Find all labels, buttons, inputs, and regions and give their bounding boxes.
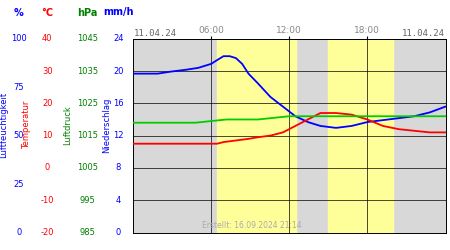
Text: Erstellt: 16.09.2024 21:14: Erstellt: 16.09.2024 21:14	[202, 221, 302, 230]
Text: 995: 995	[80, 196, 95, 205]
Text: 25: 25	[14, 180, 24, 188]
Text: 50: 50	[14, 131, 24, 140]
Text: mm/h: mm/h	[103, 8, 134, 18]
Text: Temperatur: Temperatur	[22, 101, 31, 149]
Text: 985: 985	[80, 228, 96, 237]
Text: 1035: 1035	[77, 66, 98, 76]
Text: 8: 8	[116, 164, 121, 172]
Text: 1015: 1015	[77, 131, 98, 140]
Text: Luftdruck: Luftdruck	[63, 105, 72, 145]
Text: %: %	[14, 8, 24, 18]
Text: °C: °C	[41, 8, 53, 18]
Text: 100: 100	[11, 34, 27, 43]
Text: 1045: 1045	[77, 34, 98, 43]
Text: 20: 20	[42, 99, 53, 108]
Text: -20: -20	[40, 228, 54, 237]
Text: 40: 40	[42, 34, 53, 43]
Text: 11.04.24: 11.04.24	[134, 28, 177, 38]
Text: 11.04.24: 11.04.24	[401, 28, 445, 38]
Text: 1025: 1025	[77, 99, 98, 108]
Text: 0: 0	[116, 228, 121, 237]
Text: 1005: 1005	[77, 164, 98, 172]
Bar	[328, 39, 393, 232]
Text: 20: 20	[113, 66, 124, 76]
Text: 12: 12	[113, 131, 124, 140]
Text: 16: 16	[113, 99, 124, 108]
Text: Luftfeuchtigkeit: Luftfeuchtigkeit	[0, 92, 8, 158]
Text: 0: 0	[16, 228, 22, 237]
Text: 30: 30	[42, 66, 53, 76]
Text: Niederschlag: Niederschlag	[103, 97, 112, 153]
Text: hPa: hPa	[77, 8, 98, 18]
Text: -10: -10	[40, 196, 54, 205]
Text: 75: 75	[14, 83, 24, 92]
Text: 10: 10	[42, 131, 53, 140]
Text: 4: 4	[116, 196, 121, 205]
Bar	[217, 39, 296, 232]
Text: 0: 0	[45, 164, 50, 172]
Text: 24: 24	[113, 34, 124, 43]
